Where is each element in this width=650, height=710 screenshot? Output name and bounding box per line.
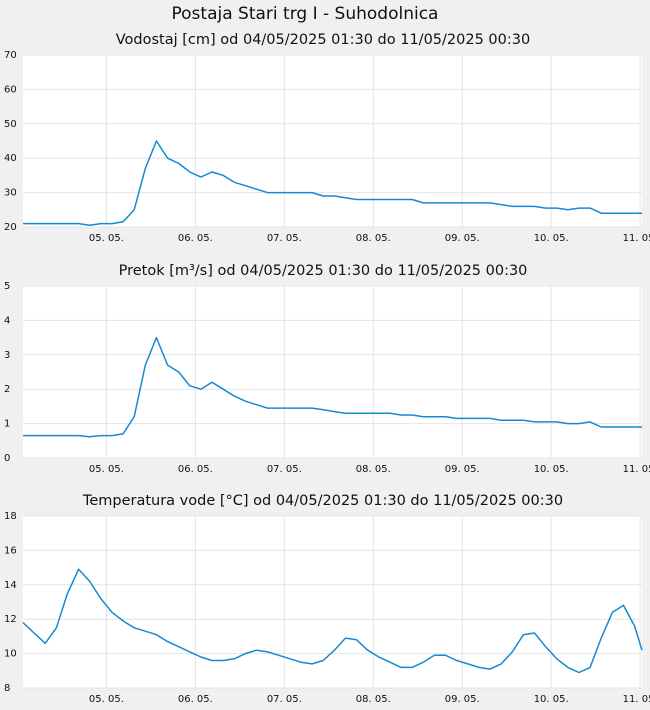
- y-tick-label: 40: [4, 153, 17, 164]
- chart-title: Vodostaj [cm] od 04/05/2025 01:30 do 11/…: [116, 32, 530, 48]
- y-tick-label: 4: [4, 315, 10, 326]
- x-tick-label: 07. 05.: [267, 233, 302, 244]
- y-tick-label: 20: [4, 222, 17, 233]
- y-tick-label: 0: [4, 453, 10, 464]
- y-tick-label: 8: [4, 683, 10, 694]
- x-tick-label: 05. 05.: [89, 694, 124, 705]
- x-tick-label: 08. 05.: [356, 233, 391, 244]
- chart-title: Pretok [m³/s] od 04/05/2025 01:30 do 11/…: [119, 263, 528, 279]
- x-tick-label: 09. 05.: [445, 694, 480, 705]
- data-line: [22, 568, 643, 674]
- x-tick-label: 11. 05.: [623, 694, 650, 705]
- y-tick-label: 5: [4, 281, 10, 292]
- x-tick-label: 06. 05.: [178, 694, 213, 705]
- y-tick-label: 12: [4, 614, 17, 625]
- y-tick-label: 30: [4, 188, 17, 199]
- y-tick-label: 1: [4, 419, 10, 430]
- data-line: [23, 336, 642, 438]
- x-tick-label: 10. 05.: [534, 464, 569, 475]
- y-tick-label: 18: [4, 511, 17, 522]
- x-tick-label: 11. 05.: [623, 464, 650, 475]
- plot-area: [23, 55, 642, 227]
- x-tick-label: 05. 05.: [89, 464, 124, 475]
- chart-title: Temperatura vode [°C] od 04/05/2025 01:3…: [82, 493, 563, 509]
- y-tick-label: 2: [4, 384, 10, 395]
- y-tick-label: 60: [4, 84, 17, 95]
- x-tick-label: 05. 05.: [89, 233, 124, 244]
- y-tick-label: 3: [4, 350, 10, 361]
- x-tick-label: 07. 05.: [267, 694, 302, 705]
- x-tick-label: 08. 05.: [356, 464, 391, 475]
- data-line: [23, 140, 642, 227]
- x-tick-label: 09. 05.: [445, 233, 480, 244]
- x-tick-label: 09. 05.: [445, 464, 480, 475]
- plot-area: [23, 286, 642, 458]
- y-tick-label: 70: [4, 50, 17, 61]
- y-tick-label: 14: [4, 580, 17, 591]
- page-title: Postaja Stari trg I - Suhodolnica: [172, 4, 439, 24]
- x-tick-label: 08. 05.: [356, 694, 391, 705]
- x-tick-label: 07. 05.: [267, 464, 302, 475]
- y-tick-label: 16: [4, 545, 17, 556]
- x-tick-label: 10. 05.: [534, 694, 569, 705]
- plot-area: [23, 516, 642, 688]
- y-tick-label: 50: [4, 119, 17, 130]
- x-tick-label: 06. 05.: [178, 233, 213, 244]
- x-tick-label: 11. 05.: [623, 233, 650, 244]
- x-tick-label: 10. 05.: [534, 233, 569, 244]
- x-tick-label: 06. 05.: [178, 464, 213, 475]
- y-tick-label: 10: [4, 649, 17, 660]
